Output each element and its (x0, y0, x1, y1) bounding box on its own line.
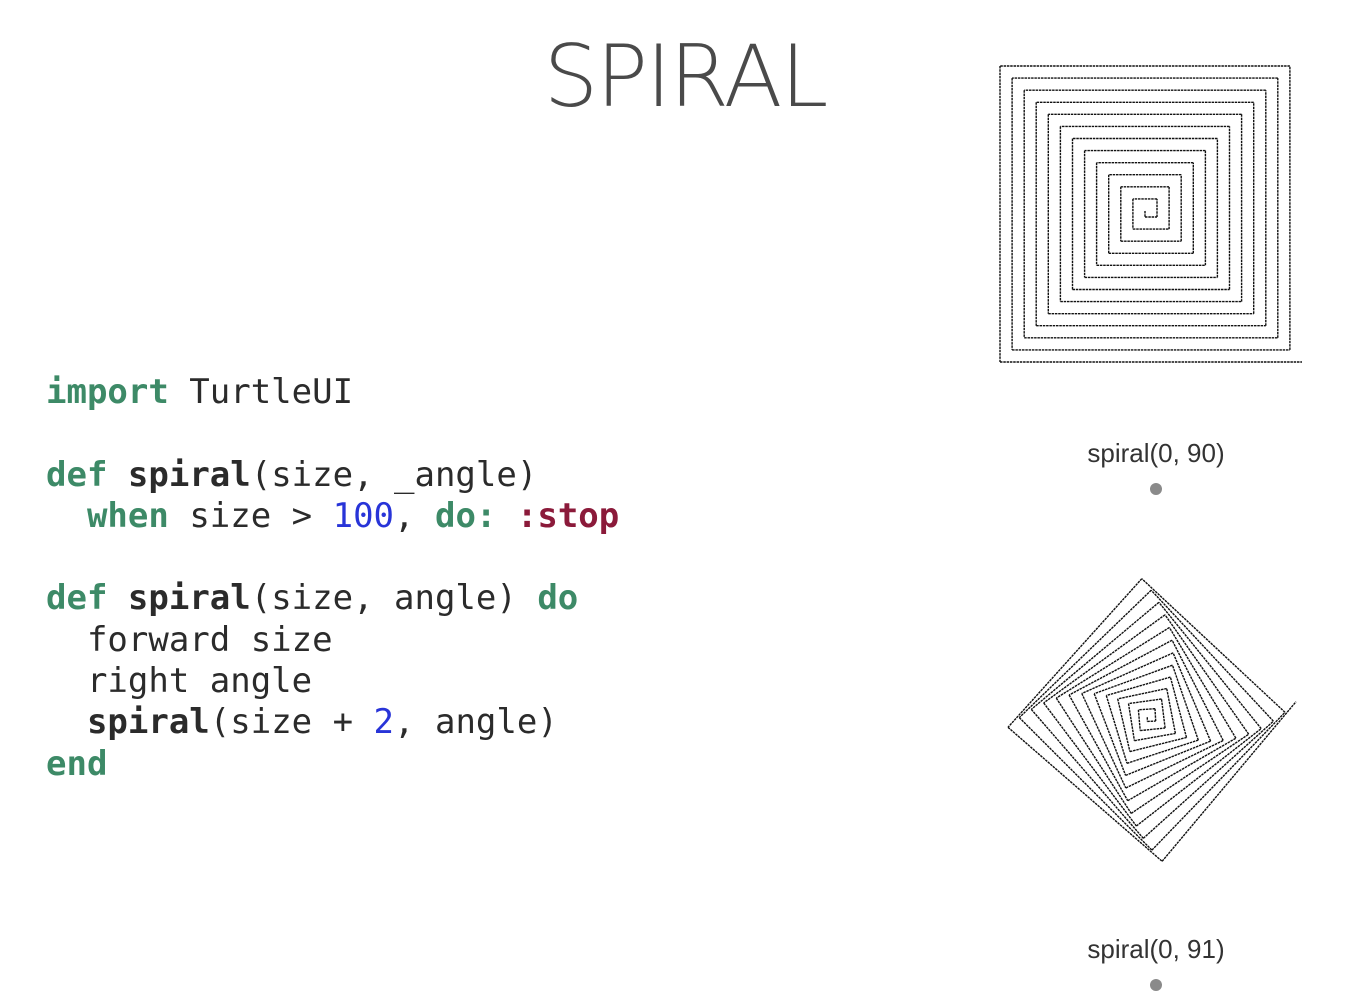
code-line: import TurtleUI (46, 372, 619, 413)
spiral-segment (1081, 652, 1174, 695)
spiral-segment (1129, 736, 1187, 753)
spiral-segment (1117, 698, 1131, 752)
spiral-segment (1117, 687, 1167, 700)
code-token: right angle (46, 661, 313, 702)
spiral-segment (1093, 664, 1173, 695)
spiral-segment (1135, 728, 1262, 827)
spiral-segment (1154, 708, 1157, 722)
spiral-segment (1043, 614, 1166, 704)
spiral-91-dot (1150, 979, 1162, 991)
spiral-segment (1068, 694, 1129, 802)
spiral-segment (1166, 688, 1177, 734)
spiral-segment (1106, 676, 1171, 697)
spiral-segment (1126, 739, 1199, 764)
code-token: (size, angle) (250, 578, 538, 619)
spiral-segment (1134, 732, 1176, 742)
spiral-90-dot (1150, 483, 1162, 495)
code-line (46, 537, 619, 578)
code-token: do (537, 578, 579, 619)
spiral-segment (1007, 578, 1143, 728)
spiral-segment (1043, 702, 1137, 827)
code-line: when size > 100, do: :stop (46, 496, 619, 537)
code-token (496, 496, 516, 536)
spiral-segment (1171, 639, 1224, 741)
spiral-segment (1030, 601, 1160, 710)
spiral-segment (1125, 740, 1211, 777)
spiral-segment (1151, 711, 1286, 851)
code-token (107, 455, 127, 495)
code-line: right angle (46, 661, 619, 702)
spiral-segment (1007, 726, 1163, 862)
code-token: end (46, 743, 108, 784)
code-token: def (46, 454, 108, 495)
spiral-segment (1018, 589, 1152, 719)
spiral-segment (1128, 698, 1162, 705)
code-token (46, 496, 87, 536)
code-token: spiral (127, 454, 251, 495)
spiral-segment (1030, 708, 1144, 839)
slide-title: SPIRAL (543, 27, 829, 127)
code-token (107, 578, 127, 618)
spiral-segment (1142, 720, 1274, 839)
spiral-90-caption: spiral(0, 90) (1087, 438, 1225, 468)
spiral-segment (1140, 727, 1166, 732)
code-token: size > (168, 495, 333, 536)
code-token: , (394, 495, 435, 536)
spiral-segment (1093, 693, 1127, 776)
spiral-segment (1055, 697, 1132, 814)
code-token: (size + (209, 702, 374, 743)
code-token: 100 (332, 495, 395, 536)
code-token (46, 702, 87, 742)
code-token: (size, _angle) (250, 454, 538, 495)
spiral-segment (1138, 708, 1156, 711)
spiral-segment (1137, 709, 1141, 731)
spiral-segment (1169, 676, 1188, 738)
code-token: TurtleUI (168, 372, 354, 412)
spiral-segment (1130, 733, 1250, 814)
code-token: forward size (46, 619, 333, 660)
code-token: spiral (127, 578, 251, 619)
code-line: def spiral(size, angle) do (46, 578, 619, 619)
spiral-90-drawing (999, 65, 1302, 363)
code-line (46, 413, 619, 454)
spiral-segment (1127, 703, 1136, 741)
spiral-segment (1055, 626, 1170, 699)
code-token: import (46, 372, 169, 412)
spiral-segment (1161, 701, 1297, 862)
spiral-segment (1150, 589, 1274, 722)
spiral-segment (1125, 739, 1224, 789)
code-token: when (86, 495, 169, 536)
code-token: , angle) (394, 702, 558, 743)
spiral-91-caption: spiral(0, 91) (1087, 934, 1225, 964)
code-line: end (46, 744, 619, 785)
spiral-segment (1081, 693, 1127, 789)
code-token: 2 (373, 702, 395, 743)
code-token: :stop (516, 495, 620, 536)
code-token: def (46, 578, 108, 619)
spiral-segment (1068, 639, 1173, 696)
spiral-segment (1018, 717, 1153, 851)
code-block: import TurtleUI def spiral(size, _angle) … (46, 372, 619, 785)
code-line: spiral(size + 2, angle) (46, 702, 619, 743)
code-line: def spiral(size, _angle) (46, 455, 619, 496)
spiral-segment (1164, 614, 1250, 735)
code-token: do: (434, 495, 497, 536)
spiral-91-drawing (1007, 578, 1297, 862)
spiral-segment (1141, 578, 1286, 713)
code-line: forward size (46, 620, 619, 661)
spiral-segment (1168, 627, 1237, 739)
spiral-segment (1160, 698, 1166, 729)
code-token: spiral (86, 702, 210, 743)
spiral-segment (1127, 737, 1237, 802)
spiral-segment (1171, 664, 1199, 741)
spiral-segment (1105, 695, 1128, 764)
spiral-segment (1172, 652, 1212, 742)
spiral-segment (1158, 601, 1262, 730)
